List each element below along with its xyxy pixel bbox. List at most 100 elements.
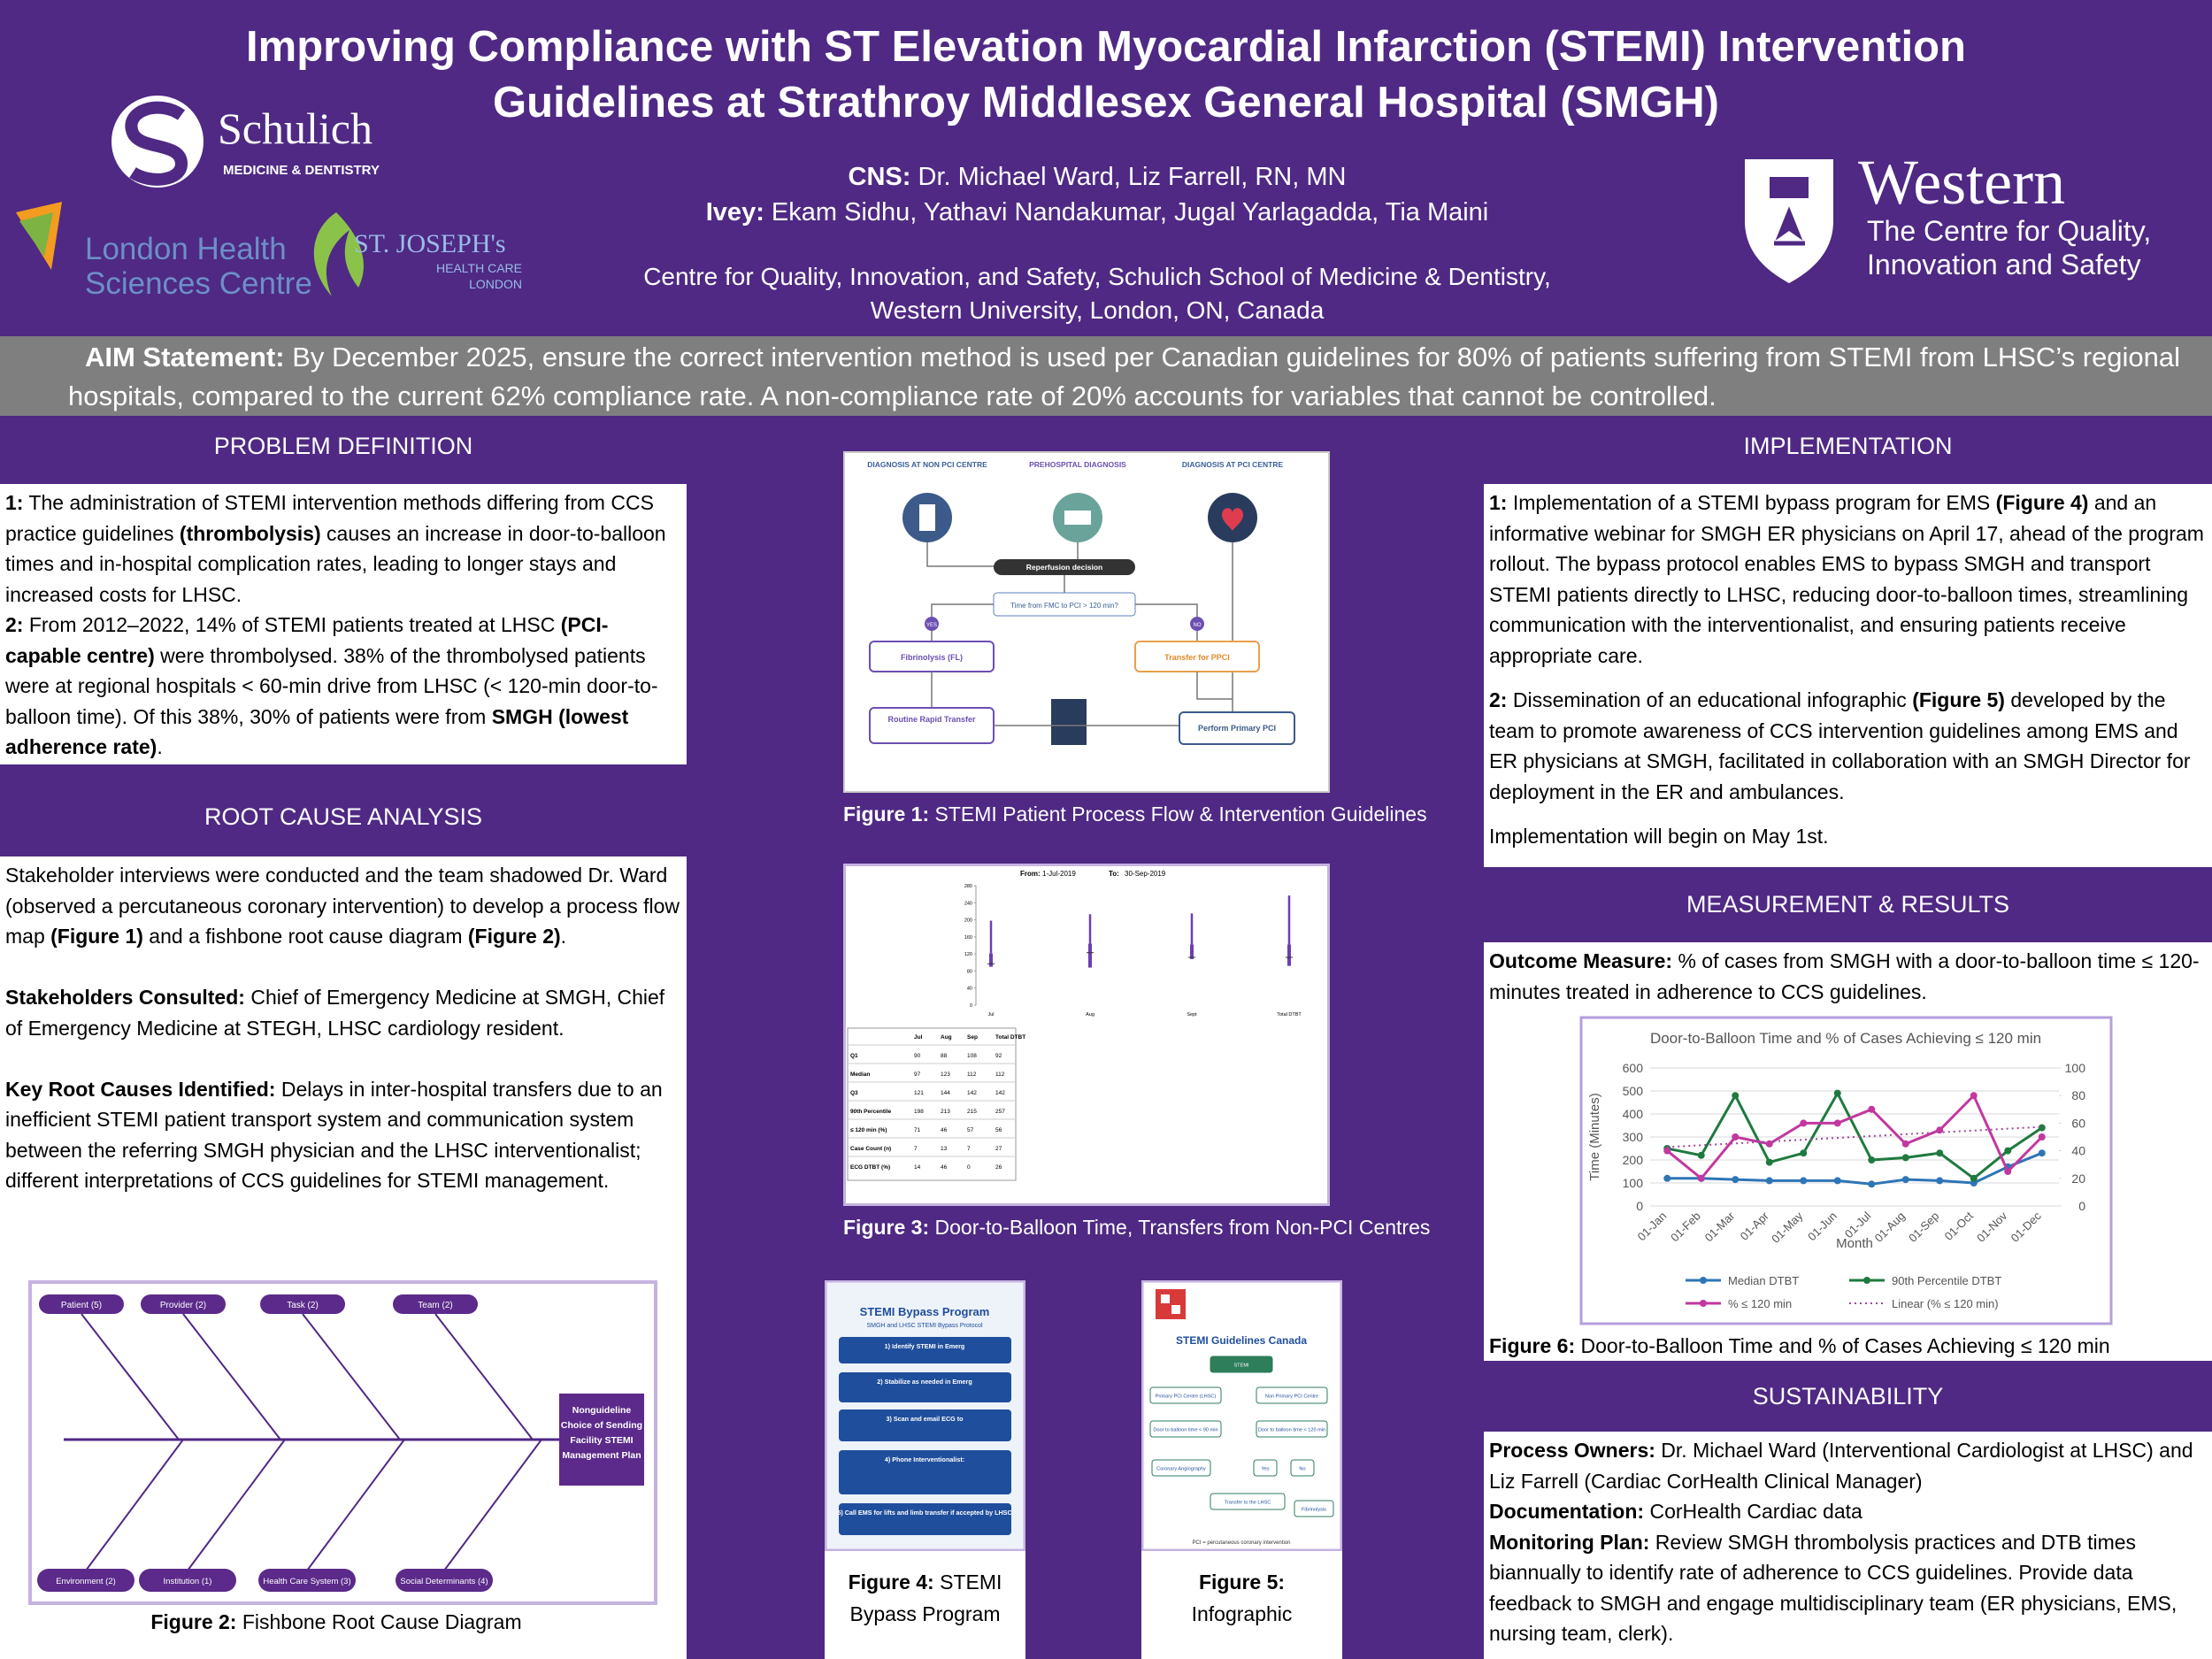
category-pill bbox=[139, 1569, 236, 1592]
point bbox=[1936, 1126, 1944, 1134]
point bbox=[1697, 1174, 1705, 1182]
ppci: Perform Primary PCI bbox=[1198, 724, 1276, 733]
affiliation-line: Centre for Quality, Innovation, and Safe… bbox=[643, 263, 1551, 290]
y-tick-label: 400 bbox=[1623, 1107, 1644, 1121]
y-tick-label: 600 bbox=[1623, 1061, 1644, 1075]
point bbox=[1800, 1119, 1808, 1127]
table-cell: 257 bbox=[995, 1109, 1005, 1115]
point bbox=[1663, 1147, 1671, 1155]
qr-code bbox=[1156, 1289, 1186, 1319]
text: and a fishbone root cause diagram bbox=[142, 925, 468, 948]
sustainability-text: Process Owners: Dr. Michael Ward (Interv… bbox=[1484, 1432, 2212, 1659]
paragraph: 2: From 2012–2022, 14% of STEMI patients… bbox=[5, 610, 681, 763]
point bbox=[1970, 1092, 1978, 1100]
text: and an informative webinar for SMGH ER p… bbox=[1489, 491, 2204, 667]
category-label: Environment (2) bbox=[56, 1577, 116, 1586]
text: Implementation will begin on May 1st. bbox=[1489, 825, 1829, 848]
text: % of cases from SMGH with a door-to-ball… bbox=[1489, 949, 2200, 1003]
table-cell: 7 bbox=[914, 1146, 918, 1152]
figure-1: DIAGNOSIS AT NON PCI CENTRE PREHOSPITAL … bbox=[843, 451, 1330, 793]
text: Dr. Michael Ward, Liz Farrell, RN, MN bbox=[910, 163, 1347, 191]
table-cell: 112 bbox=[967, 1071, 977, 1078]
bold-text: (Figure 5) bbox=[1912, 688, 2005, 711]
range-label: From: bbox=[1020, 870, 1041, 878]
text: Infographic bbox=[1191, 1602, 1293, 1625]
decision-pill bbox=[994, 559, 1135, 575]
paragraph: 2: Dissemination of an educational infog… bbox=[1489, 685, 2207, 807]
figure-caption: Figure 5: Infographic bbox=[1141, 1551, 1342, 1659]
category-label: Patient (5) bbox=[61, 1301, 102, 1310]
category-pill bbox=[260, 1294, 345, 1314]
point bbox=[1970, 1174, 1978, 1182]
figure-frame bbox=[28, 1280, 657, 1605]
table-header: Total DTBT bbox=[995, 1034, 1025, 1041]
step-text: 4) Phone Interventionalist: bbox=[885, 1455, 964, 1463]
table-cell: 144 bbox=[941, 1090, 950, 1096]
category-pill bbox=[396, 1569, 493, 1592]
author-line: CNS: Dr. Michael Ward, Liz Farrell, RN, … bbox=[566, 159, 1628, 195]
table-cell: 108 bbox=[967, 1053, 977, 1059]
qr-code bbox=[1161, 1294, 1170, 1303]
building-icon bbox=[1051, 699, 1087, 745]
caption-line: Figure 4: STEMI bbox=[825, 1566, 1025, 1598]
text: Dr. Michael Ward (Interventional Cardiol… bbox=[1489, 1439, 2193, 1493]
table-cell: 46 bbox=[941, 1164, 948, 1171]
bone bbox=[306, 1439, 405, 1571]
affiliation: Centre for Quality, Innovation, and Safe… bbox=[478, 260, 1717, 327]
point bbox=[1833, 1119, 1841, 1127]
text: Review SMGH thrombolysis practices and D… bbox=[1489, 1530, 2177, 1646]
point bbox=[1800, 1149, 1808, 1157]
point bbox=[1800, 1177, 1808, 1185]
range-value: 30-Sep-2019 bbox=[1125, 870, 1166, 878]
bold-text: SMGH (lowest adherence rate) bbox=[5, 704, 629, 759]
step-box bbox=[839, 1372, 1011, 1402]
bone bbox=[81, 1313, 180, 1440]
paragraph: 1: The administration of STEMI intervent… bbox=[5, 488, 681, 610]
text: Ekam Sidhu, Yathavi Nandakumar, Jugal Ya… bbox=[764, 198, 1489, 227]
flow-node bbox=[1294, 1500, 1334, 1517]
table-cell: 7 bbox=[967, 1146, 971, 1152]
rapid-box bbox=[869, 707, 995, 744]
connector bbox=[931, 672, 1233, 708]
table-row-label: ≤ 120 min (%) bbox=[850, 1127, 887, 1133]
poster-title: Improving Compliance with ST Elevation M… bbox=[0, 19, 2212, 131]
table-cell: 27 bbox=[995, 1146, 1002, 1152]
transfer: Transfer for PPCI bbox=[1164, 653, 1230, 662]
category-label: Institution (1) bbox=[164, 1577, 212, 1586]
flow-node bbox=[1253, 1459, 1278, 1477]
category-label: Team (2) bbox=[418, 1301, 452, 1310]
author-line: Ivey: Ekam Sidhu, Yathavi Nandakumar, Ju… bbox=[566, 195, 1628, 230]
figure-caption: Figure 1: STEMI Patient Process Flow & I… bbox=[843, 798, 1427, 830]
legend-label: Median DTBT bbox=[1728, 1274, 1799, 1287]
range-label: To: bbox=[1109, 870, 1119, 878]
bold-text: Documentation: bbox=[1489, 1500, 1645, 1523]
bold-text: Process Owners: bbox=[1489, 1439, 1655, 1462]
step-box bbox=[839, 1409, 1011, 1441]
figure-caption: Figure 4: STEMI Bypass Program bbox=[825, 1551, 1025, 1659]
text: Door-to-Balloon Time, Transfers from Non… bbox=[929, 1216, 1431, 1239]
y-tick-label: 300 bbox=[1623, 1130, 1644, 1144]
bold-text: 2: bbox=[5, 613, 24, 636]
table-cell: 88 bbox=[941, 1053, 948, 1059]
category-label: Health Care System (3) bbox=[263, 1577, 350, 1586]
affiliation-line: Western University, London, ON, Canada bbox=[870, 296, 1325, 324]
sjhc-sub: HEALTH CARE bbox=[436, 261, 522, 275]
table-cell: 142 bbox=[995, 1090, 1005, 1096]
figure-caption: Figure 3: Door-to-Balloon Time, Transfer… bbox=[843, 1211, 1430, 1243]
flow-node bbox=[1210, 1493, 1286, 1510]
paragraph: Stakeholders Consulted: Chief of Emergen… bbox=[5, 982, 681, 1043]
caption-line: Figure 5: bbox=[1141, 1566, 1342, 1598]
y-tick-label: 500 bbox=[1623, 1084, 1644, 1098]
series-line bbox=[1666, 1090, 2043, 1180]
head-text: Choice of Sending bbox=[561, 1420, 642, 1431]
infographic-title: STEMI Guidelines Canada bbox=[1176, 1334, 1307, 1347]
point bbox=[2004, 1168, 2012, 1175]
y-axis-label: Time (Minutes) bbox=[1587, 1093, 1602, 1180]
flow-text: Non Primary PCI Centre bbox=[1265, 1394, 1318, 1400]
bold-text: (thrombolysis) bbox=[179, 521, 321, 545]
title-line: Improving Compliance with ST Elevation M… bbox=[246, 23, 1966, 71]
point bbox=[1901, 1176, 1909, 1184]
category-label: Provider (2) bbox=[160, 1301, 206, 1310]
bone bbox=[302, 1313, 401, 1440]
text: CorHealth Cardiac data bbox=[1644, 1500, 1863, 1523]
